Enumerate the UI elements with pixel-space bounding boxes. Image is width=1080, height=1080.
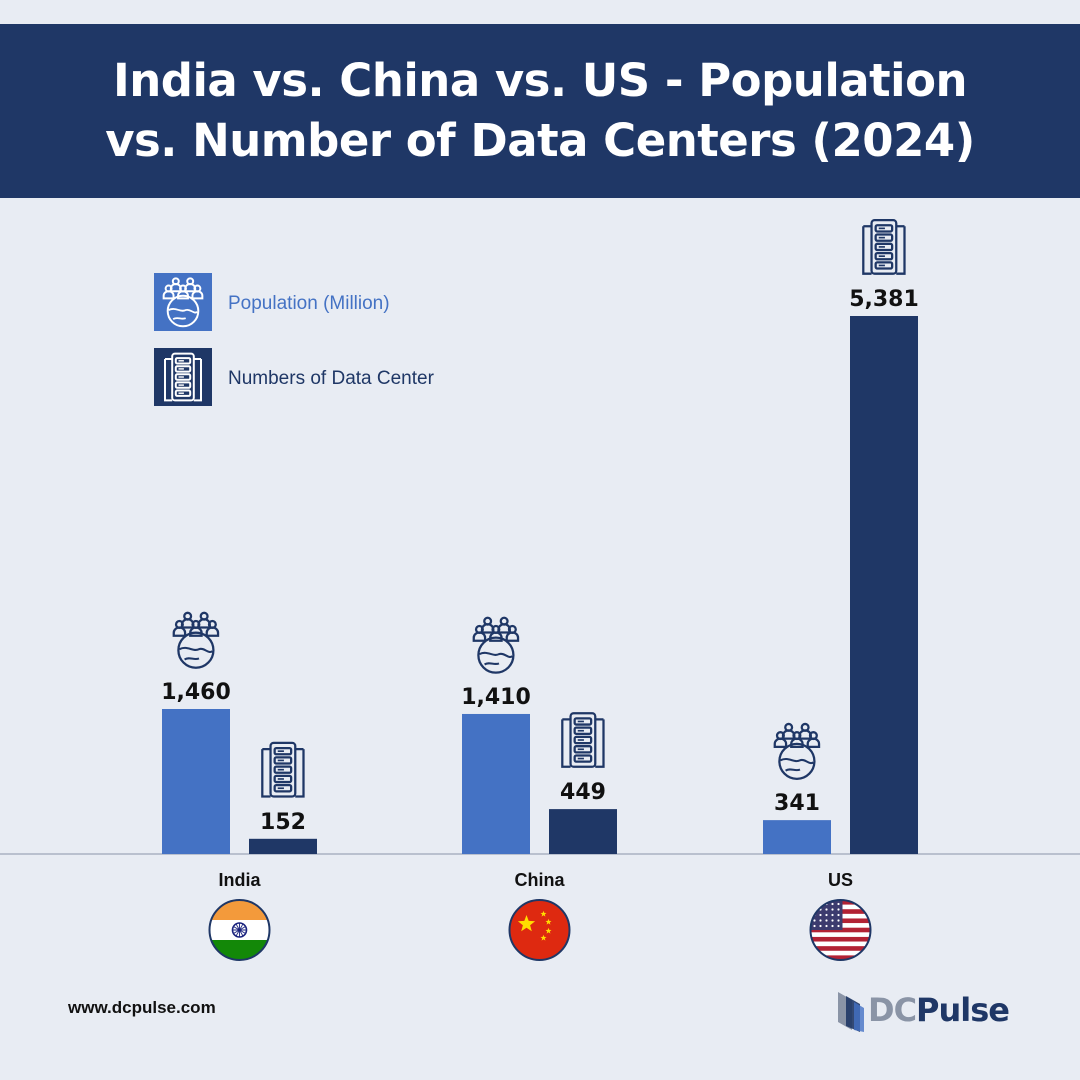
bar-india-1 <box>249 838 317 854</box>
brand-pulse: Pulse <box>916 991 1010 1029</box>
dcpulse-mark-icon <box>838 992 864 1032</box>
bar-people-globe-icon-india <box>172 611 220 669</box>
brand-name: DCPulse <box>868 991 1010 1029</box>
us-flag-icon <box>809 899 872 961</box>
bar-us-1 <box>850 316 918 854</box>
chart-title: India vs. China vs. US - Population vs. … <box>105 51 975 171</box>
bar-chart: Population (Million) Numbers of Data Cent… <box>0 218 1080 961</box>
bar-us-0 <box>763 820 831 854</box>
data-label-china-1: 449 <box>560 780 606 805</box>
india-flag-icon <box>208 899 271 961</box>
category-label-us: US <box>828 870 853 890</box>
bar-server-rack-icon-us <box>862 218 906 275</box>
bar-people-globe-icon-us <box>773 722 821 780</box>
legend-label-0: Population (Million) <box>228 293 390 314</box>
brand-dc: DC <box>868 991 917 1029</box>
legend-swatch-0 <box>154 273 212 331</box>
china-flag-icon <box>508 899 571 961</box>
footer-url[interactable]: www.dcpulse.com <box>68 998 216 1017</box>
bar-people-globe-icon-china <box>472 616 520 674</box>
header-banner: India vs. China vs. US - Population vs. … <box>0 24 1080 198</box>
data-label-india-0: 1,460 <box>161 680 231 705</box>
chart-title-line-1: India vs. China vs. US - Population <box>112 54 968 107</box>
dcpulse-logo: DCPulse <box>836 984 1010 1036</box>
data-label-us-0: 341 <box>774 791 820 816</box>
data-label-china-0: 1,410 <box>461 685 531 710</box>
data-label-india-1: 152 <box>260 810 306 835</box>
category-label-india: India <box>218 870 261 890</box>
bar-india-0 <box>162 709 230 854</box>
bar-china-0 <box>462 713 530 854</box>
legend-label-1: Numbers of Data Center <box>228 368 435 389</box>
bar-server-rack-icon-china <box>561 712 605 768</box>
bar-server-rack-icon-india <box>261 741 305 798</box>
category-label-china: China <box>514 870 565 890</box>
legend-server-rack-icon <box>164 352 202 402</box>
bar-china-1 <box>549 809 617 854</box>
legend-people-globe-icon <box>162 277 204 328</box>
data-label-us-1: 5,381 <box>849 287 919 312</box>
chart-title-line-2: vs. Number of Data Centers (2024) <box>105 114 975 167</box>
